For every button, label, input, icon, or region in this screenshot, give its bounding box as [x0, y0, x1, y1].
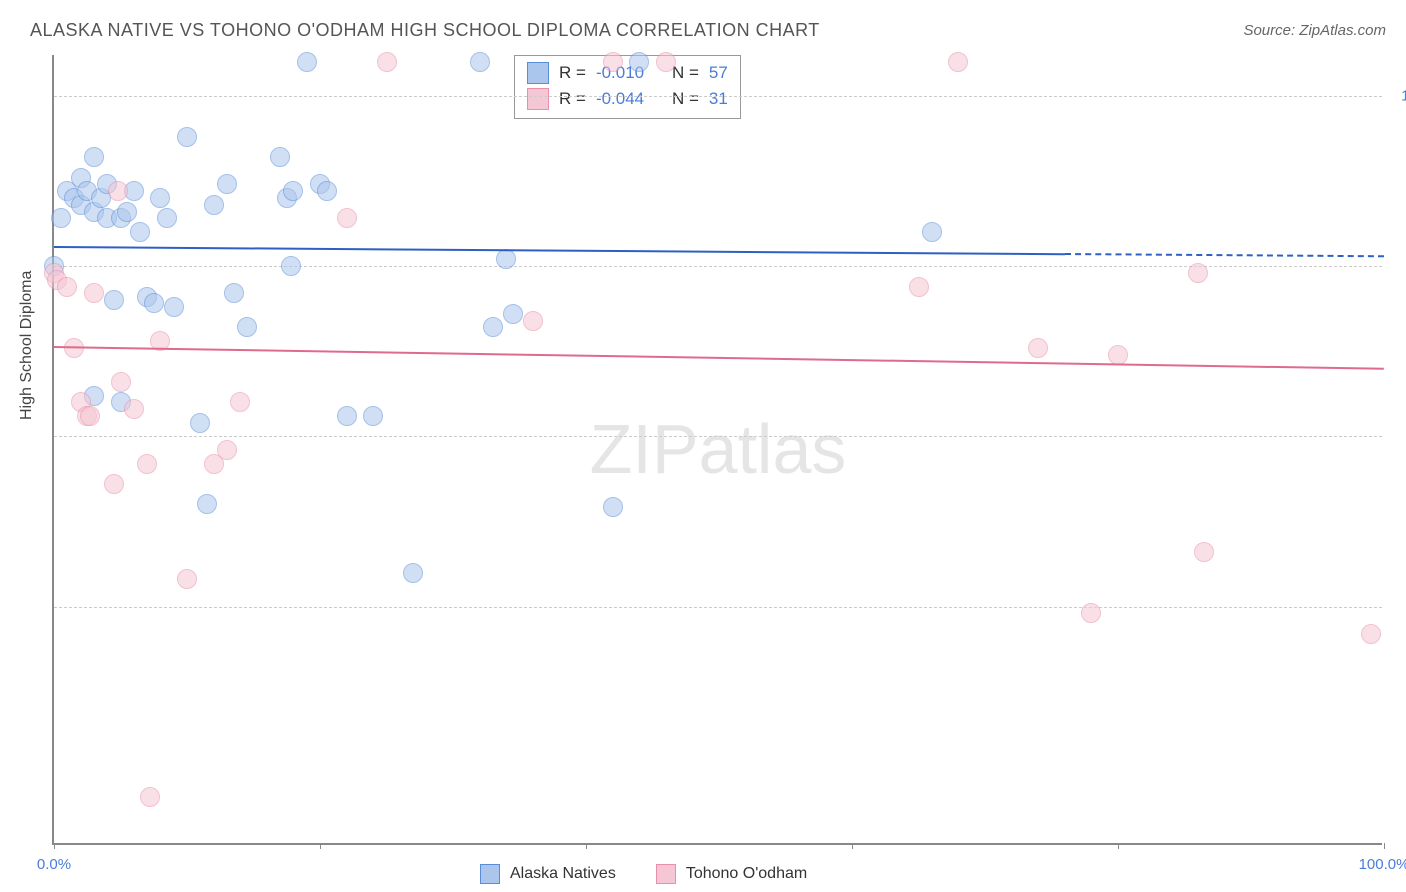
data-point: [237, 317, 257, 337]
data-point: [270, 147, 290, 167]
data-point: [117, 202, 137, 222]
data-point: [363, 406, 383, 426]
data-point: [503, 304, 523, 324]
chart-title: ALASKA NATIVE VS TOHONO O'ODHAM HIGH SCH…: [30, 20, 820, 41]
data-point: [140, 787, 160, 807]
data-point: [1028, 338, 1048, 358]
y-tick-label: 87.5%: [1392, 258, 1406, 275]
watermark: ZIPatlas: [590, 409, 847, 489]
data-point: [197, 494, 217, 514]
data-point: [297, 52, 317, 72]
data-point: [337, 208, 357, 228]
n-value-alaska: 57: [709, 63, 728, 83]
data-point: [483, 317, 503, 337]
data-point: [603, 497, 623, 517]
x-tick-mark: [1118, 843, 1119, 849]
data-point: [137, 454, 157, 474]
trend-line-dashed: [1065, 253, 1384, 257]
x-tick-mark: [320, 843, 321, 849]
gridline-h: [54, 266, 1382, 267]
data-point: [217, 174, 237, 194]
gridline-h: [54, 607, 1382, 608]
legend-correlation: R = -0.010 N = 57 R = -0.044 N = 31: [514, 55, 741, 119]
data-point: [470, 52, 490, 72]
data-point: [1194, 542, 1214, 562]
data-point: [496, 249, 516, 269]
data-point: [317, 181, 337, 201]
data-point: [283, 181, 303, 201]
data-point: [909, 277, 929, 297]
data-point: [104, 290, 124, 310]
y-tick-label: 100.0%: [1392, 87, 1406, 104]
data-point: [337, 406, 357, 426]
data-point: [130, 222, 150, 242]
data-point: [523, 311, 543, 331]
trend-line: [54, 346, 1384, 370]
data-point: [104, 474, 124, 494]
data-point: [377, 52, 397, 72]
data-point: [150, 188, 170, 208]
x-tick-mark: [852, 843, 853, 849]
r-value-tohono: -0.044: [596, 89, 662, 109]
data-point: [230, 392, 250, 412]
x-tick-label: 100.0%: [1359, 856, 1406, 873]
data-point: [603, 52, 623, 72]
x-tick-mark: [54, 843, 55, 849]
gridline-h: [54, 96, 1382, 97]
data-point: [177, 127, 197, 147]
data-point: [403, 563, 423, 583]
legend-series: Alaska Natives Tohono O'odham: [480, 864, 807, 884]
chart-container: ALASKA NATIVE VS TOHONO O'ODHAM HIGH SCH…: [0, 0, 1406, 892]
x-tick-mark: [1384, 843, 1385, 849]
trend-line: [54, 246, 1065, 255]
data-point: [111, 372, 131, 392]
source-label: Source: ZipAtlas.com: [1243, 22, 1386, 39]
y-tick-label: 62.5%: [1392, 598, 1406, 615]
data-point: [157, 208, 177, 228]
y-tick-label: 75.0%: [1392, 428, 1406, 445]
legend-swatch-icon: [656, 864, 676, 884]
legend-item-tohono: Tohono O'odham: [656, 864, 807, 884]
data-point: [80, 406, 100, 426]
legend-row-alaska: R = -0.010 N = 57: [527, 60, 728, 86]
legend-item-alaska: Alaska Natives: [480, 864, 616, 884]
legend-swatch-tohono: [527, 88, 549, 110]
data-point: [948, 52, 968, 72]
data-point: [190, 413, 210, 433]
plot-area: ZIPatlas R = -0.010 N = 57 R = -0.044 N …: [52, 55, 1382, 845]
data-point: [922, 222, 942, 242]
data-point: [164, 297, 184, 317]
data-point: [1108, 345, 1128, 365]
data-point: [108, 181, 128, 201]
data-point: [144, 293, 164, 313]
data-point: [224, 283, 244, 303]
data-point: [629, 52, 649, 72]
x-tick-mark: [586, 843, 587, 849]
n-value-tohono: 31: [709, 89, 728, 109]
data-point: [1081, 603, 1101, 623]
data-point: [57, 277, 77, 297]
data-point: [217, 440, 237, 460]
data-point: [1188, 263, 1208, 283]
legend-swatch-alaska: [527, 62, 549, 84]
data-point: [84, 283, 104, 303]
gridline-h: [54, 436, 1382, 437]
data-point: [281, 256, 301, 276]
data-point: [51, 208, 71, 228]
data-point: [124, 399, 144, 419]
x-tick-label: 0.0%: [37, 856, 71, 873]
data-point: [84, 147, 104, 167]
data-point: [656, 52, 676, 72]
data-point: [177, 569, 197, 589]
y-axis-label: High School Diploma: [18, 271, 36, 420]
legend-row-tohono: R = -0.044 N = 31: [527, 86, 728, 112]
legend-swatch-icon: [480, 864, 500, 884]
data-point: [204, 195, 224, 215]
data-point: [1361, 624, 1381, 644]
